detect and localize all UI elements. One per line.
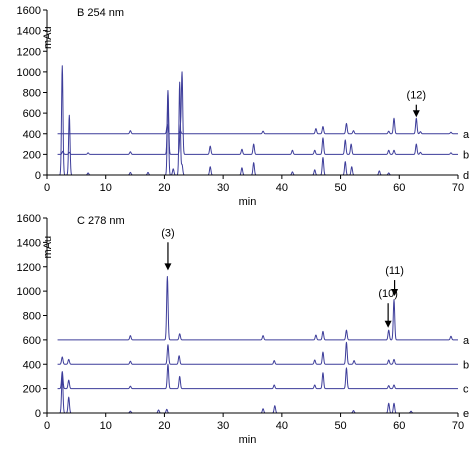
annotation-arrow-head	[391, 289, 399, 296]
y-tick-label: 1200	[17, 262, 41, 274]
panel-title: C 278 nm	[77, 215, 125, 227]
y-tick-label: 800	[23, 311, 41, 323]
annotation-arrow-head	[164, 263, 172, 271]
trace-label-d: d	[463, 170, 469, 182]
x-tick-label: 70	[452, 182, 464, 194]
annotation-label: (11)	[385, 265, 404, 277]
trace-line-a	[57, 117, 459, 135]
x-tick-label: 40	[276, 420, 288, 432]
trace-line-c	[57, 363, 459, 390]
trace-line-b	[57, 341, 459, 365]
trace-line-e	[57, 374, 459, 414]
trace-label-b: b	[463, 149, 469, 161]
x-axis-title: min	[239, 434, 257, 446]
annotation-label: (3)	[161, 227, 174, 239]
y-tick-label: 1400	[17, 237, 41, 249]
y-tick-label: 200	[23, 149, 41, 161]
x-tick-label: 0	[44, 420, 50, 432]
y-tick-label: 1000	[17, 67, 41, 79]
trace-label-c: c	[463, 384, 469, 396]
trace-line-a	[57, 276, 459, 341]
x-tick-label: 60	[393, 182, 405, 194]
trace-label-b: b	[463, 359, 469, 371]
annotation-label: (12)	[407, 90, 427, 102]
x-tick-label: 50	[334, 182, 346, 194]
y-tick-label: 400	[23, 359, 41, 371]
annotation-arrow-head	[384, 320, 392, 328]
y-axis-title: mAu	[42, 236, 54, 259]
x-axis-title: min	[239, 196, 257, 208]
trace-label-e: e	[463, 408, 469, 420]
y-tick-label: 0	[35, 408, 41, 420]
y-tick-label: 600	[23, 335, 41, 347]
x-tick-label: 10	[100, 420, 112, 432]
x-tick-label: 60	[393, 420, 405, 432]
x-tick-label: 50	[334, 420, 346, 432]
y-axis-title: mAu	[42, 26, 54, 49]
trace-line-b	[57, 71, 459, 155]
trace-label-a: a	[463, 129, 470, 141]
x-tick-label: 40	[276, 182, 288, 194]
x-tick-label: 30	[217, 420, 229, 432]
y-tick-label: 600	[23, 108, 41, 120]
y-tick-label: 200	[23, 384, 41, 396]
x-tick-label: 0	[44, 182, 50, 194]
x-tick-label: 10	[100, 182, 112, 194]
y-tick-label: 1200	[17, 46, 41, 58]
y-tick-label: 1600	[17, 213, 41, 225]
trace-label-a: a	[463, 335, 470, 347]
panel-title: B 254 nm	[77, 7, 124, 19]
x-tick-label: 70	[452, 420, 464, 432]
x-tick-label: 30	[217, 182, 229, 194]
y-tick-label: 1600	[17, 5, 41, 17]
chart-panel-b: abd 0 200 400 600 800 1000 1200 1400 1600 0 10 20 30 4…	[17, 5, 470, 208]
y-tick-label: 0	[35, 170, 41, 182]
trace-line-d	[57, 65, 459, 176]
x-tick-label: 20	[158, 420, 170, 432]
y-tick-label: 1400	[17, 26, 41, 38]
y-tick-label: 400	[23, 129, 41, 141]
y-tick-label: 1000	[17, 286, 41, 298]
annotation-arrow-head	[412, 110, 420, 118]
x-tick-label: 20	[158, 182, 170, 194]
y-tick-label: 800	[23, 88, 41, 100]
chart-panel-c: ab ce 0 200 400 600 800 1000 1200 1400 1600 0 10 20 30…	[17, 213, 470, 446]
